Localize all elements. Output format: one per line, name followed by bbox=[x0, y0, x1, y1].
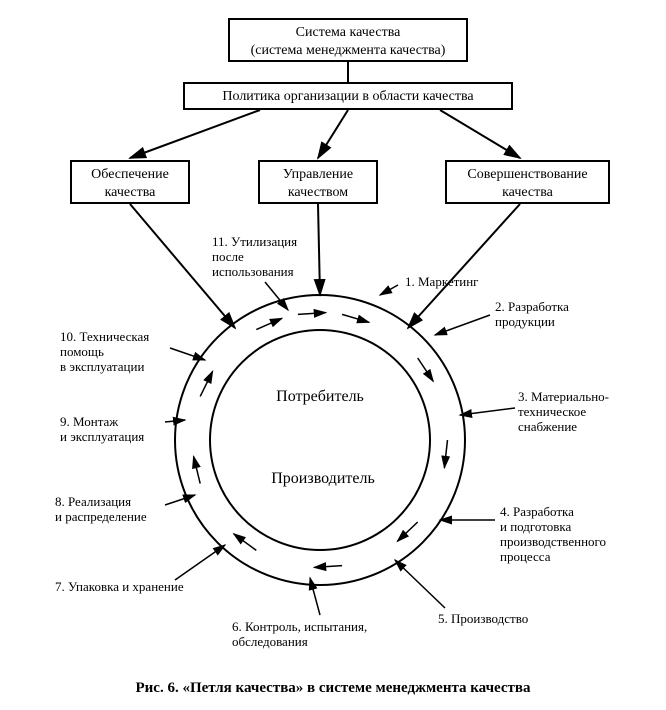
box-improvement-l2: качества bbox=[502, 185, 553, 200]
box-management-l2: качеством bbox=[288, 185, 348, 200]
stage-3-label: 3. Материально-техническоеснабжение bbox=[518, 390, 609, 435]
box-management-l1: Управление bbox=[283, 167, 353, 182]
center-consumer: Потребитель bbox=[270, 388, 370, 406]
stage-6-label: 6. Контроль, испытания,обследования bbox=[232, 620, 367, 650]
center-producer: Производитель bbox=[258, 470, 388, 488]
box-assurance-l1: Обеспечение bbox=[91, 167, 169, 182]
stage-1-label: 1. Маркетинг bbox=[405, 275, 479, 290]
stage-11-label: 11. Утилизацияпослеиспользования bbox=[212, 235, 297, 280]
stage-8-label: 8. Реализацияи распределение bbox=[55, 495, 147, 525]
box-improvement: Совершенствование качества bbox=[445, 160, 610, 204]
box-policy: Политика организации в области качества bbox=[183, 82, 513, 110]
stage-4-label: 4. Разработкаи подготовкапроизводственно… bbox=[500, 505, 606, 565]
box-system-quality: Система качества (система менеджмента ка… bbox=[228, 18, 468, 62]
box-improvement-l1: Совершенствование bbox=[467, 167, 587, 182]
box-assurance: Обеспечение качества bbox=[70, 160, 190, 204]
stage-9-label: 9. Монтажи эксплуатация bbox=[60, 415, 144, 445]
box-assurance-l2: качества bbox=[105, 185, 156, 200]
stage-10-label: 10. Техническаяпомощьв эксплуатации bbox=[60, 330, 149, 375]
box-policy-text: Политика организации в области качества bbox=[222, 89, 473, 104]
stage-7-label: 7. Упаковка и хранение bbox=[55, 580, 184, 595]
box-management: Управление качеством bbox=[258, 160, 378, 204]
box-system-quality-l1: Система качества bbox=[296, 25, 401, 40]
stage-2-label: 2. Разработкапродукции bbox=[495, 300, 569, 330]
box-system-quality-l2: (система менеджмента качества) bbox=[251, 43, 446, 58]
stage-5-label: 5. Производство bbox=[438, 612, 528, 627]
figure-caption: Рис. 6. «Петля качества» в системе менед… bbox=[0, 680, 666, 697]
